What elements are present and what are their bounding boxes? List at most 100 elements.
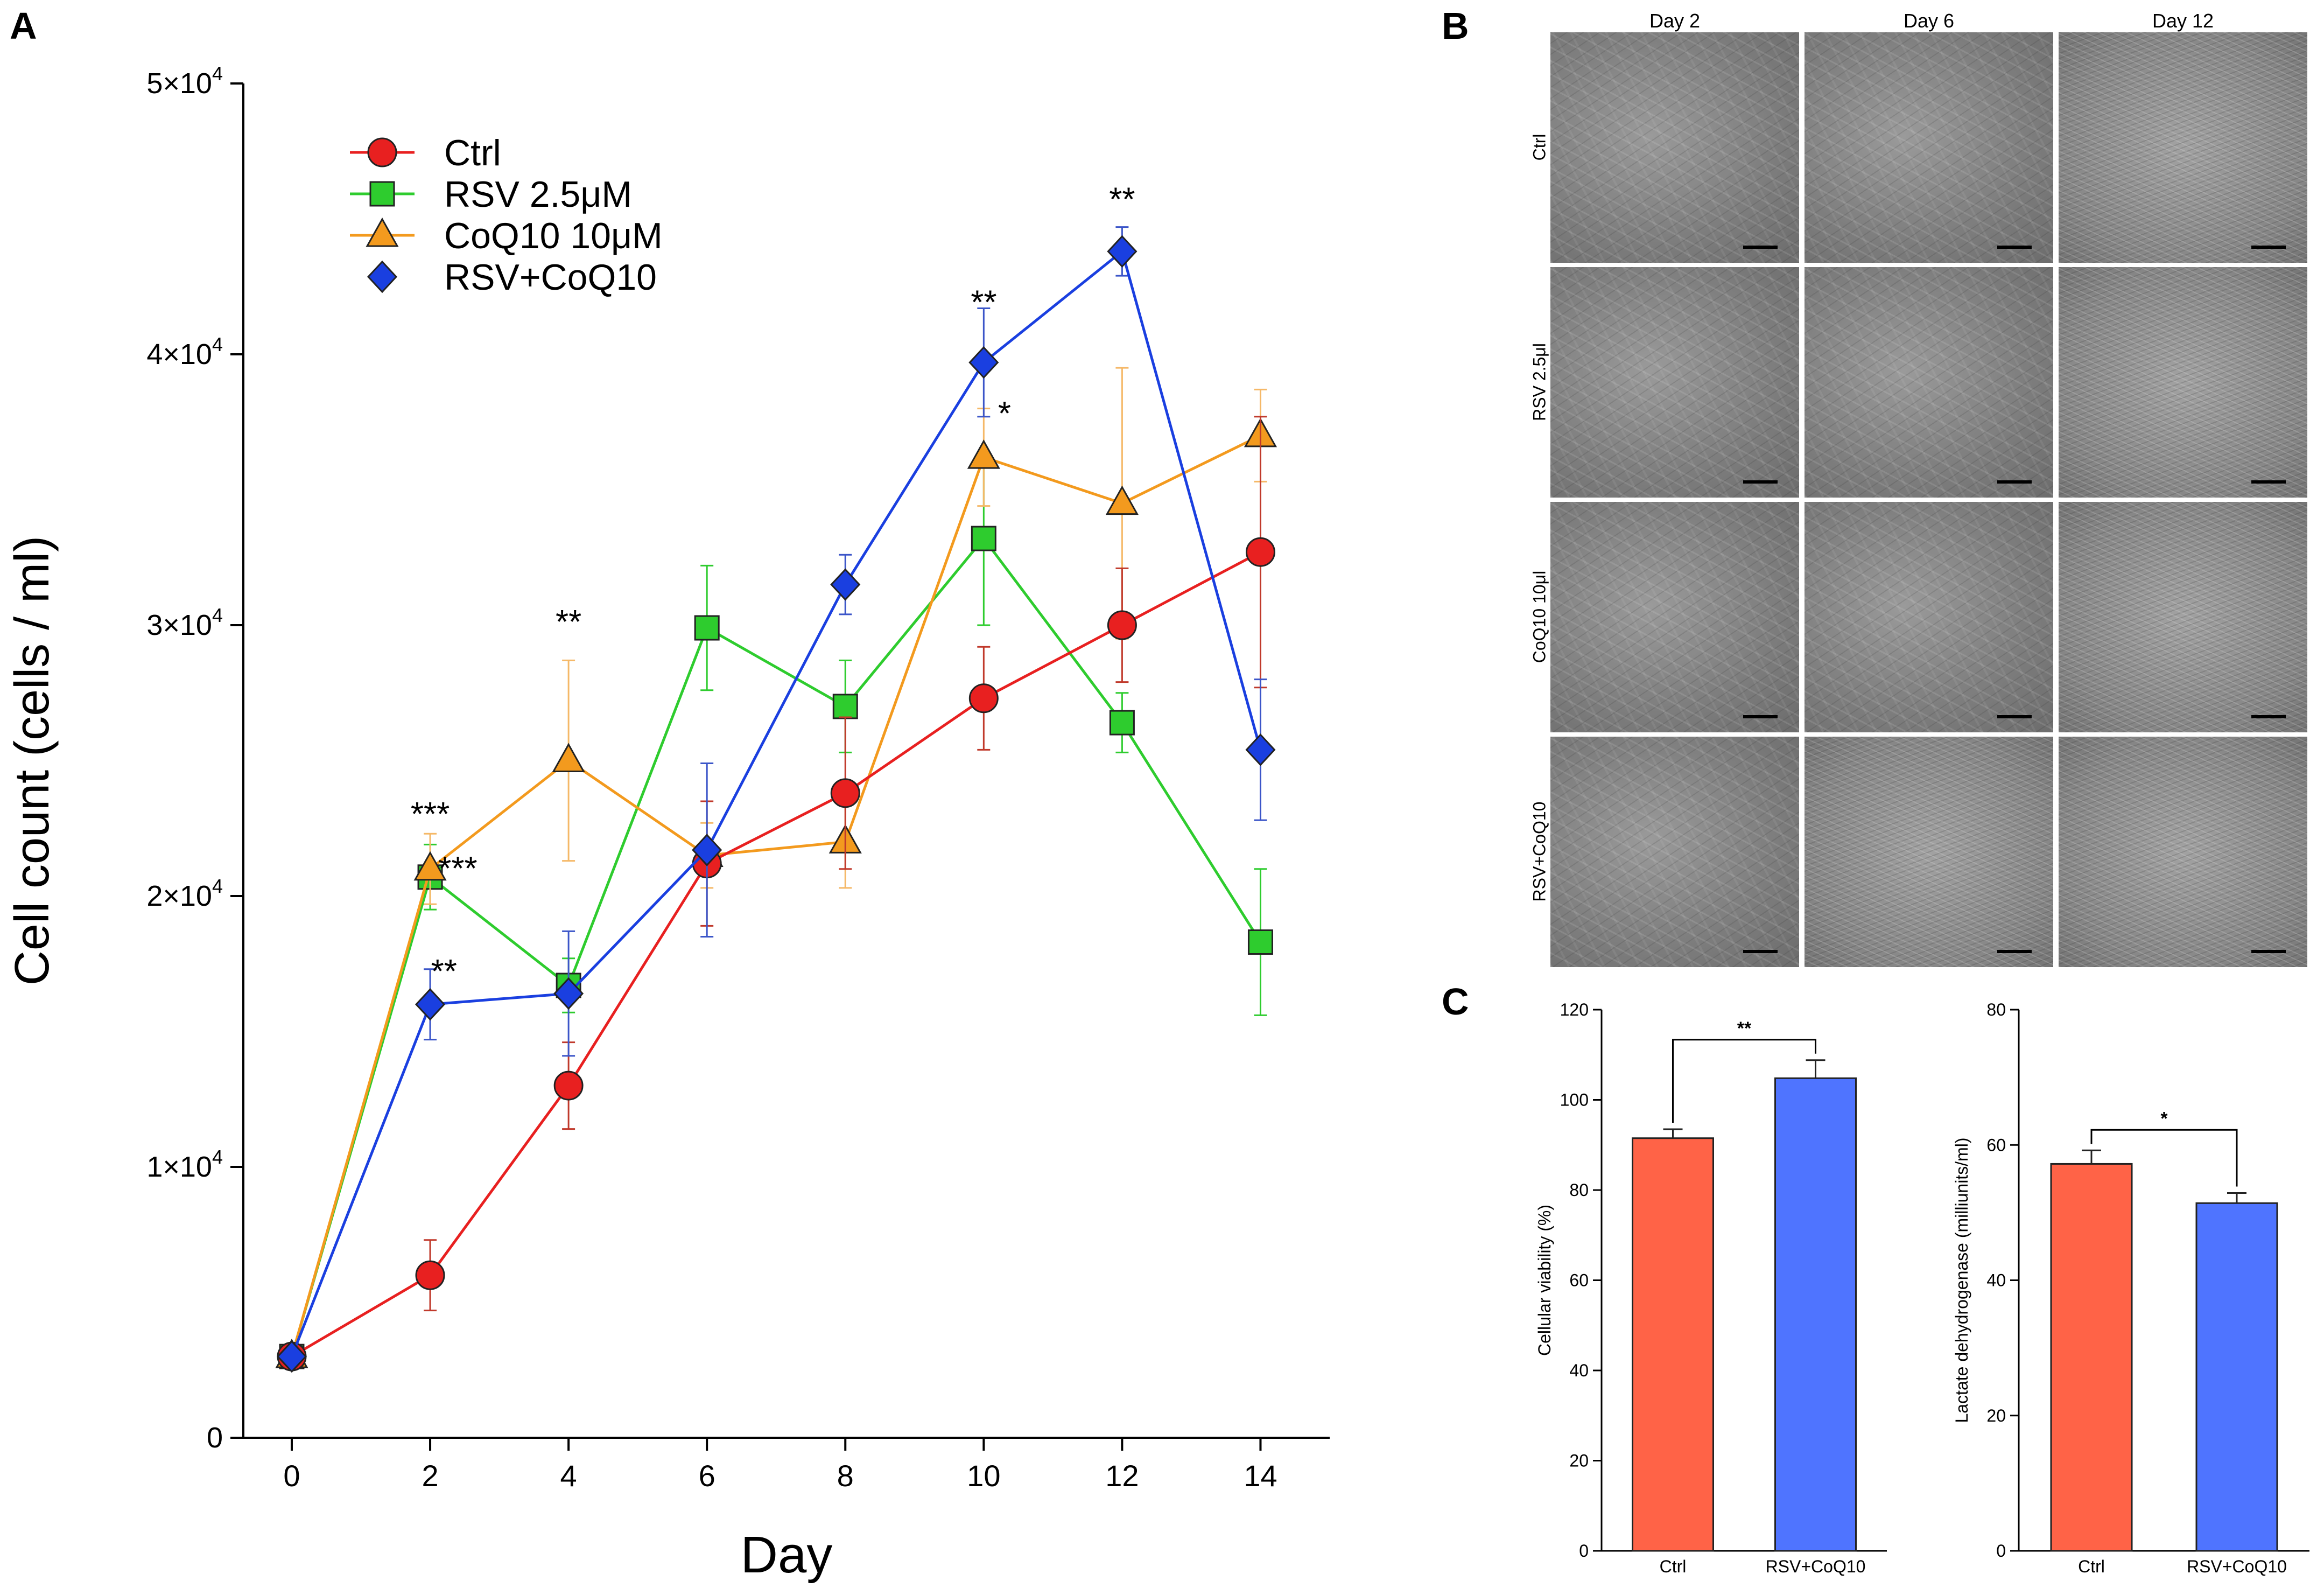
y-tick-label: 80 <box>1569 1180 1589 1200</box>
y-tick-exponent: 4 <box>212 62 223 85</box>
data-point <box>1109 710 1135 736</box>
series-rsv-coq10 <box>276 226 1276 1373</box>
viability-bar-chart: 0 20 40 60 80 100 120 Cellular viability (%) Ctr… <box>1535 1000 1887 1576</box>
data-point <box>553 977 584 1010</box>
scale-bar <box>1743 715 1778 718</box>
y-tick-label: 0 <box>1579 1541 1589 1561</box>
micrograph-image <box>1805 502 2053 732</box>
series-rsv-2-5-m <box>279 451 1273 1369</box>
legend-marker <box>369 181 395 207</box>
data-point <box>415 988 446 1021</box>
legend-label: Ctrl <box>444 132 501 173</box>
x-tick-label: 12 <box>1105 1459 1139 1493</box>
panel-label-b: B <box>1442 5 1469 47</box>
data-point <box>1105 485 1139 515</box>
data-point <box>415 1260 445 1290</box>
series-ctrl <box>277 416 1275 1372</box>
data-point <box>832 694 858 719</box>
significance-bracket <box>1672 1039 1816 1123</box>
x-tick-label: 6 <box>699 1459 715 1493</box>
scale-bar <box>2251 480 2286 484</box>
series-line <box>291 550 1261 1358</box>
data-point <box>968 346 999 379</box>
data-point <box>413 851 447 881</box>
x-tick-label: RSV+CoQ10 <box>2187 1557 2287 1576</box>
y-axis-title: Cell count (cells / ml) <box>5 536 59 985</box>
cell-count-line-chart: 0 1×104 2×104 3×104 4×104 5×104 0 2 4 6 8 10 12 14 Day… <box>5 62 1330 1584</box>
series-line <box>290 249 1262 1358</box>
scale-bar <box>1743 480 1778 484</box>
y-tick-exponent: 4 <box>212 604 223 626</box>
y-tick-exponent: 4 <box>212 875 223 897</box>
x-tick-label: 8 <box>837 1459 854 1493</box>
bar <box>1632 1137 1714 1552</box>
data-point <box>968 683 999 713</box>
micrograph-row-label: RSV+CoQ10 <box>1529 801 1549 902</box>
data-point <box>692 834 722 866</box>
significance-bracket <box>2090 1129 2238 1187</box>
y-tick-label: 20 <box>1986 1406 2006 1425</box>
significance-label: ** <box>556 604 581 641</box>
micrograph-image <box>1550 32 1799 263</box>
y-tick-label: 5×104 <box>146 62 223 100</box>
significance-label: * <box>2160 1108 2168 1129</box>
y-tick-label: 40 <box>1569 1361 1589 1380</box>
data-point <box>830 778 860 808</box>
micrograph-row-label: Ctrl <box>1529 134 1549 161</box>
significance-label: ** <box>971 284 996 321</box>
y-axis-title: Cellular viability (%) <box>1535 1205 1554 1356</box>
y-tick-label: 1×104 <box>146 1146 223 1183</box>
micrograph-image <box>1550 502 1799 732</box>
legend-marker <box>367 137 397 167</box>
panel-label-a: A <box>10 5 37 47</box>
ldh-bar-chart: 0 20 40 60 80 Lactate dehydrogenase (milliuni… <box>1952 1000 2309 1576</box>
micrograph-image <box>1805 267 2053 498</box>
micrograph-column-label: Day 6 <box>1903 10 1955 32</box>
micrograph-image <box>1805 32 2053 263</box>
x-tick-label: 0 <box>283 1459 300 1493</box>
bar <box>2195 1202 2278 1552</box>
data-point <box>553 1071 584 1101</box>
significance-label: * <box>998 395 1011 432</box>
x-tick-label: 14 <box>1244 1459 1277 1493</box>
legend-label: RSV 2.5μM <box>444 174 632 215</box>
micrograph-grid: Day 2 Day 6 Day 12 Ctrl RSV 2.5μl CoQ10 10μl R… <box>1530 0 2324 969</box>
y-axis-title: Lactate dehydrogenase (milliunits/ml) <box>1952 1137 1971 1423</box>
micrograph-image <box>2059 32 2307 263</box>
bar <box>2050 1163 2133 1552</box>
y-tick-label: 120 <box>1560 1000 1589 1019</box>
significance-label: *** <box>438 850 477 887</box>
micrograph-column-label: Day 12 <box>2152 10 2214 32</box>
data-point <box>967 439 1000 469</box>
data-point <box>830 568 861 601</box>
data-point <box>1107 235 1138 268</box>
x-tick-label: 2 <box>422 1459 438 1493</box>
scale-bar <box>1997 950 2032 953</box>
y-tick-label: 60 <box>1569 1271 1589 1290</box>
y-tick-exponent: 4 <box>212 1146 223 1168</box>
y-tick-label: 80 <box>1986 1000 2006 1019</box>
data-point <box>276 1340 307 1373</box>
bar <box>1774 1077 1857 1552</box>
x-tick-label: 10 <box>967 1459 1000 1493</box>
data-point <box>1245 537 1275 567</box>
scale-bar <box>1997 715 2032 718</box>
y-tick-label: 100 <box>1560 1090 1589 1110</box>
x-tick-label: RSV+CoQ10 <box>1766 1557 1866 1576</box>
scale-bar <box>2251 246 2286 249</box>
legend-label: CoQ10 10μM <box>444 215 663 256</box>
data-point <box>552 743 585 772</box>
micrograph-image <box>2059 502 2307 732</box>
micrograph-row-label: CoQ10 10μl <box>1529 570 1549 663</box>
x-axis-title: Day <box>741 1526 833 1584</box>
micrograph-image <box>1550 737 1799 967</box>
y-tick-label: 2×104 <box>146 875 223 912</box>
micrograph-row-label: RSV 2.5μl <box>1529 343 1549 421</box>
scale-bar <box>1743 950 1778 953</box>
x-tick-label: Ctrl <box>1660 1557 1687 1576</box>
scale-bar <box>2251 715 2286 718</box>
data-point <box>1107 610 1137 640</box>
series-coq10-10-m <box>275 367 1277 1368</box>
scale-bar <box>2251 950 2286 953</box>
y-tick-label: 3×104 <box>146 604 223 641</box>
